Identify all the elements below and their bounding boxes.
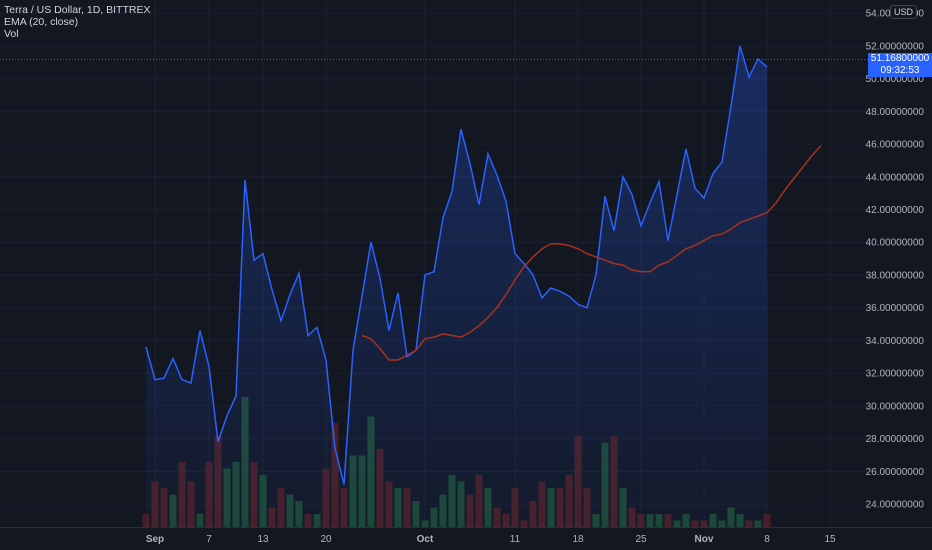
time-axis-background bbox=[0, 527, 932, 550]
vol-legend[interactable]: Vol bbox=[4, 28, 19, 40]
time-tick-label: Nov bbox=[695, 534, 714, 545]
price-tick-label: 38.00000000 bbox=[866, 270, 925, 281]
time-tick-label: 20 bbox=[320, 534, 332, 545]
price-axis[interactable]: 24.00000000 26.00000000 28.00000000 30.0000… bbox=[866, 0, 932, 550]
price-tick-label: 40.00000000 bbox=[866, 238, 925, 249]
price-tick-label: 30.00000000 bbox=[866, 401, 925, 412]
time-tick-label: 18 bbox=[572, 534, 584, 545]
time-axis[interactable]: Sep 7 13 20 Oct 11 18 25 Nov 8 15 bbox=[0, 527, 932, 550]
price-tick-label: 36.00000000 bbox=[866, 303, 925, 314]
price-tick-label: 50.00000000 bbox=[866, 74, 925, 85]
price-tick-label: 34.00000000 bbox=[866, 336, 925, 347]
price-tick-label: 48.00000000 bbox=[866, 107, 925, 118]
price-tick-label: 44.00000000 bbox=[866, 172, 925, 183]
time-tick-label: 13 bbox=[257, 534, 269, 545]
time-tick-label: Sep bbox=[146, 534, 164, 545]
countdown-timer: 09:32:53 bbox=[880, 65, 920, 77]
time-tick-label: 7 bbox=[206, 534, 212, 545]
price-area bbox=[146, 45, 767, 528]
chart-legend: Terra / US Dollar, 1D, BITTREX EMA (20, … bbox=[4, 4, 150, 40]
price-tick-label: 26.00000000 bbox=[866, 467, 925, 478]
time-tick-label: 8 bbox=[764, 534, 770, 545]
price-tick-label: 32.00000000 bbox=[866, 369, 925, 380]
price-tick-label: 52.00000000 bbox=[866, 41, 925, 52]
ema-line bbox=[361, 145, 822, 361]
price-tick-label: 46.00000000 bbox=[866, 140, 925, 151]
symbol-title[interactable]: Terra / US Dollar, 1D, BITTREX bbox=[4, 4, 151, 16]
ema-legend[interactable]: EMA (20, close) bbox=[4, 16, 79, 28]
price-tick-label: 42.00000000 bbox=[866, 205, 925, 216]
time-tick-label: 25 bbox=[635, 534, 647, 545]
price-line bbox=[145, 45, 768, 485]
price-tick-label: 24.00000000 bbox=[866, 500, 925, 511]
price-axis-background bbox=[868, 0, 932, 550]
currency-button[interactable]: USD bbox=[890, 5, 918, 19]
last-price-value: 51.16800000 bbox=[870, 53, 930, 65]
time-tick-label: 11 bbox=[510, 534, 521, 545]
time-tick-label: 15 bbox=[824, 534, 836, 545]
price-tick-label: 28.00000000 bbox=[866, 434, 925, 445]
time-tick-label: Oct bbox=[417, 534, 434, 545]
last-price-badge: 51.16800000 09:32:53 bbox=[868, 53, 932, 78]
